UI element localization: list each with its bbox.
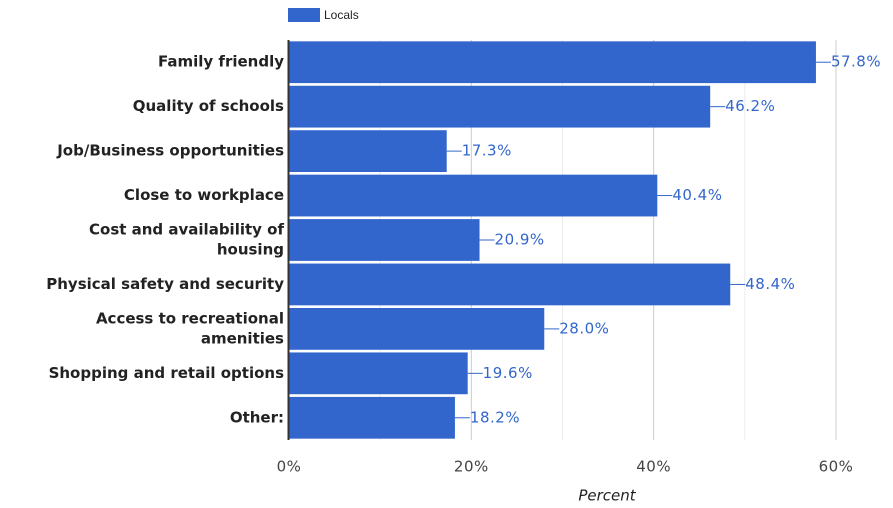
category-label-6-line-0: Access to recreational	[96, 309, 284, 327]
bar-2	[289, 130, 447, 172]
category-label-7: Shopping and retail options	[49, 364, 285, 382]
data-label-3: 40.4%	[672, 186, 722, 204]
data-label-6: 28.0%	[559, 319, 609, 337]
legend-swatch-locals	[288, 8, 320, 22]
bar-5	[289, 263, 731, 306]
data-label-8: 18.2%	[470, 408, 520, 426]
data-label-2: 17.3%	[462, 142, 512, 160]
bar-0	[289, 41, 816, 84]
data-label-1: 46.2%	[725, 97, 775, 115]
data-label-0: 57.8%	[831, 53, 881, 71]
bar-1	[289, 85, 711, 128]
data-label-5: 48.4%	[745, 275, 795, 293]
category-label-3: Close to workplace	[124, 186, 284, 204]
category-label-6-line-1: amenities	[201, 329, 284, 347]
data-label-7: 19.6%	[483, 364, 533, 382]
category-label-2: Job/Business opportunities	[56, 142, 284, 160]
category-label-4-line-1: housing	[217, 241, 284, 259]
x-tick-label-1: 20%	[454, 458, 489, 476]
category-label-1: Quality of schools	[133, 97, 284, 115]
legend: Locals	[288, 8, 359, 22]
x-tick-label-3: 60%	[819, 458, 854, 476]
x-tick-label-2: 40%	[636, 458, 671, 476]
category-label-8: Other:	[230, 408, 284, 426]
bar-8	[289, 396, 455, 439]
x-tick-label-0: 0%	[277, 458, 302, 476]
category-label-0: Family friendly	[158, 53, 284, 71]
category-label-5: Physical safety and security	[46, 275, 284, 293]
x-axis-title: Percent	[578, 487, 636, 505]
legend-label-locals: Locals	[324, 8, 359, 22]
bar-3	[289, 174, 658, 217]
bar-7	[289, 352, 468, 395]
bar-6	[289, 308, 545, 350]
bar-4	[289, 219, 480, 261]
category-label-4-line-0: Cost and availability of	[89, 221, 284, 239]
data-label-4: 20.9%	[495, 231, 545, 249]
